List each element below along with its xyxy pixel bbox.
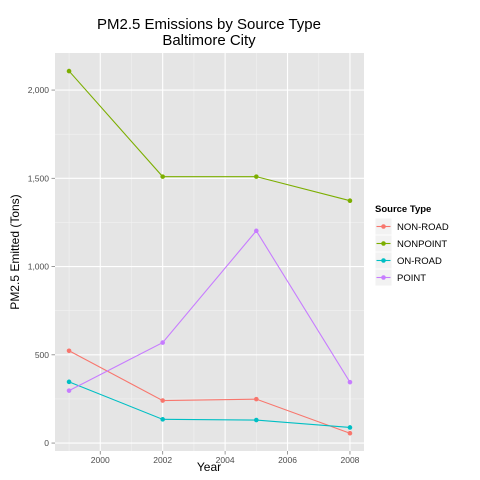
x-tick-label: 2000 xyxy=(91,455,110,465)
y-tick-label: 2,000 xyxy=(28,85,50,95)
series-line-non-road xyxy=(68,350,351,434)
data-point-on-road xyxy=(347,425,353,430)
legend-label-on-road: ON-ROAD xyxy=(397,256,442,267)
data-point-point xyxy=(66,388,72,393)
x-tick-label: 2002 xyxy=(153,455,172,465)
legend-title: Source Type xyxy=(375,204,431,215)
y-tick-label: 1,500 xyxy=(28,173,50,183)
data-point-nonpoint xyxy=(347,198,353,203)
data-point-nonpoint xyxy=(254,174,259,179)
data-point-point xyxy=(254,228,259,234)
data-point-non-road xyxy=(66,348,72,354)
legend-items: NON-ROAD NONPOINT ON-ROAD POINT xyxy=(374,217,449,287)
legend-label-nonpoint: NONPOINT xyxy=(397,239,447,250)
data-point-nonpoint xyxy=(66,68,72,74)
series-line-on-road xyxy=(68,381,350,429)
data-point-on-road xyxy=(254,417,259,423)
data-point-nonpoint xyxy=(160,174,165,179)
plot-panel xyxy=(55,53,364,451)
data-point-non-road xyxy=(160,398,165,403)
legend-key-point-nonpoint xyxy=(381,241,386,246)
legend: Source Type NON-ROAD NONPOINT ON-ROAD POINT xyxy=(374,204,449,287)
data-point-on-road xyxy=(66,379,72,385)
x-tick-label: 2004 xyxy=(216,455,235,465)
grid-major xyxy=(55,53,364,451)
series-layer xyxy=(66,68,353,436)
chart-title-line-2: Baltimore City xyxy=(162,32,256,49)
y-axis-title: PM2.5 Emitted (Tons) xyxy=(8,194,22,309)
x-axis: 2000 2002 2004 2006 2008 xyxy=(91,451,360,465)
legend-key-point-point xyxy=(381,275,386,280)
data-point-non-road xyxy=(347,430,353,436)
legend-key-point-on-road xyxy=(381,258,386,263)
legend-label-point: POINT xyxy=(397,273,426,284)
data-point-non-road xyxy=(254,396,259,402)
data-point-on-road xyxy=(160,417,165,422)
y-axis: 0 500 1,000 1,500 2,000 xyxy=(28,85,55,448)
y-tick-label: 500 xyxy=(35,350,49,360)
legend-label-non-road: NON-ROAD xyxy=(397,222,449,233)
data-point-point xyxy=(160,340,165,345)
data-point-point xyxy=(347,379,353,385)
x-tick-label: 2008 xyxy=(340,455,359,465)
x-axis-title: Year xyxy=(197,460,221,474)
series-line-point xyxy=(68,229,351,392)
y-tick-label: 0 xyxy=(44,438,49,448)
grid-minor xyxy=(55,53,364,451)
series-line-nonpoint xyxy=(68,70,351,202)
chart-title-line-1: PM2.5 Emissions by Source Type xyxy=(97,16,321,33)
y-tick-label: 1,000 xyxy=(28,262,50,272)
x-tick-label: 2006 xyxy=(278,455,297,465)
legend-key-point-non-road xyxy=(381,224,386,229)
